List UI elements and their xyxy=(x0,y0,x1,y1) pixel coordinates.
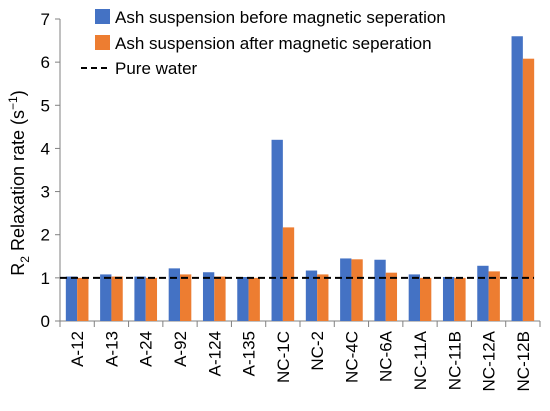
y-axis-label: R2 Relaxation rate (s−1) xyxy=(6,90,32,275)
y-tick-label: 5 xyxy=(41,96,50,115)
bar-after-nc-1c xyxy=(282,227,295,321)
bar-after-a-135 xyxy=(248,277,260,321)
y-tick-label: 1 xyxy=(41,269,50,288)
legend-swatch-before xyxy=(95,9,110,24)
bar-before-nc-4c xyxy=(340,258,352,321)
legend-label-before: Ash suspension before magnetic seperatio… xyxy=(115,8,446,27)
x-tick-label: A-12 xyxy=(68,331,87,367)
bar-before-nc-1c xyxy=(271,139,283,321)
x-tick-label: A-13 xyxy=(102,331,121,367)
bar-after-nc-6a xyxy=(385,272,398,321)
bar-before-a-124 xyxy=(202,272,215,321)
bar-after-nc-4c xyxy=(351,259,363,321)
y-tick-label: 3 xyxy=(41,183,50,202)
x-tick-label: NC-2 xyxy=(308,331,327,371)
bar-before-nc-12a xyxy=(477,265,489,321)
bar-before-nc-2 xyxy=(305,270,318,321)
bars xyxy=(65,36,535,321)
bar-after-a-92 xyxy=(180,274,192,321)
x-tick-label: A-124 xyxy=(205,331,224,376)
bar-after-nc-11b xyxy=(454,277,466,321)
bar-before-nc-12b xyxy=(511,36,523,321)
y-tick-label: 7 xyxy=(41,10,50,29)
x-tick-label: NC-12B xyxy=(514,331,533,391)
x-tick-label: NC-11B xyxy=(445,331,464,390)
bar-after-nc-12a xyxy=(488,271,500,321)
legend-swatch-after xyxy=(95,35,110,50)
y-tick-label: 2 xyxy=(41,226,50,245)
y-tick-label: 4 xyxy=(41,139,50,158)
x-tick-label: NC-12A xyxy=(480,330,499,391)
y-tick-label: 0 xyxy=(41,312,50,331)
x-tick-label: NC-11A xyxy=(411,330,430,390)
tick-labels: 0 1 2 3 4 5 6 7 A-12 A-13 A-24 A-92 A-124 A-135 NC-1C N… xyxy=(41,10,533,391)
legend-label-after: Ash suspension after magnetic seperation xyxy=(115,34,432,53)
bar-before-a-13 xyxy=(100,274,112,321)
bar-before-a-24 xyxy=(134,276,146,321)
bar-after-nc-2 xyxy=(317,274,329,321)
bar-after-a-13 xyxy=(111,276,123,321)
bar-before-nc-11a xyxy=(408,274,420,321)
y-tick-label: 6 xyxy=(41,53,50,72)
bar-after-nc-12b xyxy=(522,58,535,321)
legend: Ash suspension before magnetic seperatio… xyxy=(81,8,446,78)
bar-after-a-12 xyxy=(77,277,89,321)
bar-after-a-24 xyxy=(145,277,158,321)
bar-before-a-12 xyxy=(65,276,78,321)
x-tick-label: NC-1C xyxy=(274,331,293,383)
bar-before-nc-6a xyxy=(374,259,386,321)
x-tick-label: NC-4C xyxy=(342,331,361,383)
x-tick-label: A-135 xyxy=(240,331,259,376)
bar-before-a-135 xyxy=(237,276,249,321)
bar-after-nc-11a xyxy=(420,277,432,321)
bar-before-a-92 xyxy=(168,268,180,321)
x-tick-label: A-92 xyxy=(171,331,190,367)
x-tick-label: NC-6A xyxy=(377,330,396,382)
bar-before-nc-11b xyxy=(442,276,455,321)
x-tick-label: A-24 xyxy=(137,331,156,367)
bar-after-a-124 xyxy=(214,276,226,321)
legend-label-pure-water: Pure water xyxy=(115,59,198,78)
